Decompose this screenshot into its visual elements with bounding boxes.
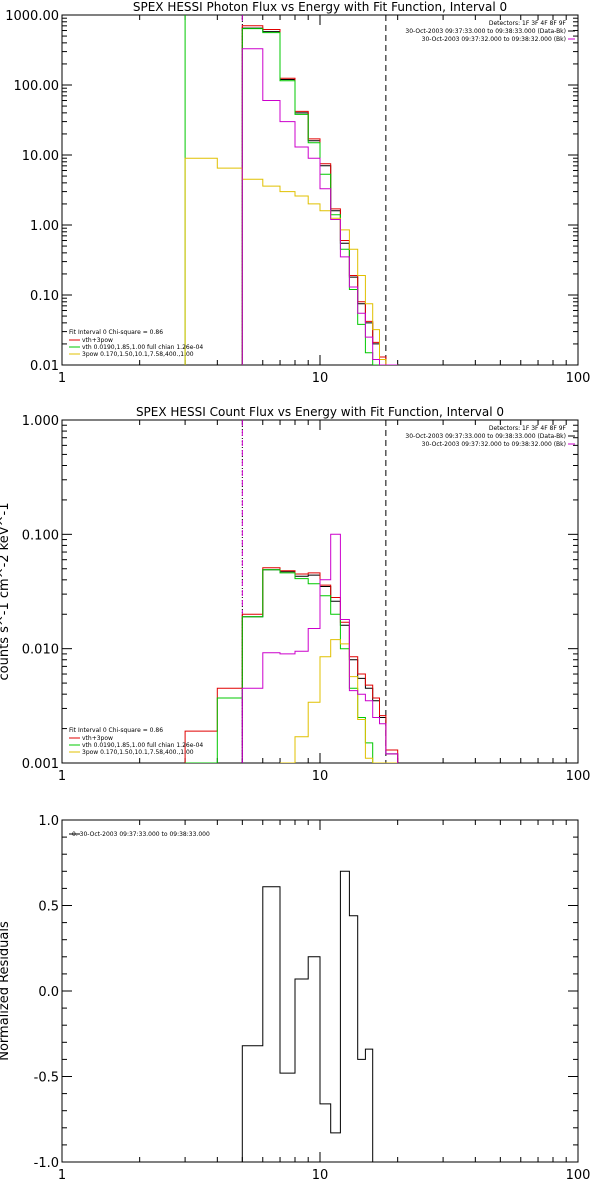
x-tick-label: 1 <box>58 371 66 386</box>
y-tick-label: 0.001 <box>22 757 59 772</box>
x-tick-label: 10 <box>312 1168 329 1183</box>
x-tick-label: 100 <box>566 769 591 784</box>
legend-label: vth 0.0190,1.85,1.00 full chian 1.26e-04 <box>82 344 203 351</box>
y-tick-label: 0.0 <box>38 985 59 1000</box>
y-tick-label: 1.00 <box>30 219 59 234</box>
series-vth-step <box>185 569 398 763</box>
series-data-step <box>241 27 398 365</box>
series-vth-3pow-step <box>184 567 399 763</box>
x-tick-label: 1 <box>58 769 66 784</box>
info-line: Detectors: 1F 3F 4F 8F 9F <box>489 20 567 27</box>
legend-label: 3pow 0.170,1.50,10.1,7.58,400.,1.00 <box>82 749 194 756</box>
series-0-30-oct-2003-09-37-33-000-to-09-38-33-000-step <box>241 870 374 1162</box>
chart-panel-1: SPEX HESSI Photon Flux vs Energy with Fi… <box>5 0 590 386</box>
y-tick-label: -1.0 <box>34 1156 59 1171</box>
legend-title: Fit Interval 0 Chi-square = 0.86 <box>69 329 163 336</box>
info-line: Detectors: 1F 3F 4F 8F 9F <box>489 425 567 432</box>
plot-frame <box>61 14 579 366</box>
x-tick-label: 10 <box>312 371 329 386</box>
legend-label: vth+3pow <box>82 337 113 344</box>
chart-panel-2: SPEX HESSI Count Flux vs Energy with Fit… <box>0 405 590 784</box>
legend-label: 0. 30-Oct-2003 09:37:33.000 to 09:38:33.… <box>72 831 210 838</box>
info-line: 30-Oct-2003 09:37:32.000 to 09:38:32.000… <box>422 441 566 448</box>
y-axis-label: Normalized Residuals <box>0 921 12 1061</box>
x-tick-label: 10 <box>312 769 329 784</box>
y-tick-label: 100.00 <box>14 79 60 94</box>
y-tick-label: 0.010 <box>22 643 59 658</box>
info-line: 30-Oct-2003 09:37:33.000 to 09:38:33.000… <box>405 433 566 440</box>
y-tick-label: 1000.00 <box>5 9 59 24</box>
plot-data-area <box>184 420 399 763</box>
x-tick-label: 100 <box>566 371 591 386</box>
y-tick-label: 1.000 <box>22 414 59 429</box>
legend-label: vth 0.0190,1.85,1.00 full chian 1.26e-04 <box>82 742 203 749</box>
legend-label: vth+3pow <box>82 735 113 742</box>
chart-title: SPEX HESSI Photon Flux vs Energy with Fi… <box>133 0 507 14</box>
info-line: 30-Oct-2003 09:37:33.000 to 09:38:33.000… <box>405 28 566 35</box>
legend-label: 3pow 0.170,1.50,10.1,7.58,400.,1.00 <box>82 351 194 358</box>
y-tick-label: 0.01 <box>30 359 59 374</box>
series-3pow-step <box>280 639 398 763</box>
y-tick-label: 10.00 <box>22 149 59 164</box>
plot-data-area <box>184 15 398 365</box>
series-bk-step <box>241 48 398 365</box>
legend-title: Fit Interval 0 Chi-square = 0.86 <box>69 727 163 734</box>
y-tick-label: 0.5 <box>38 900 59 915</box>
chart-panel-3: 1 10 100 -1.0 -0.5 0.0 0.5 1.0 Normalized Residu… <box>0 814 590 1183</box>
y-tick-label: -0.5 <box>34 1071 59 1086</box>
info-line: 30-Oct-2003 09:37:32.000 to 09:38:32.000… <box>422 36 566 43</box>
series-bk-step <box>241 533 399 763</box>
y-tick-label: 1.0 <box>38 814 59 829</box>
plot-data-area <box>241 870 374 1162</box>
y-tick-label: 0.10 <box>30 289 59 304</box>
series-vth-step <box>241 28 398 365</box>
series-vth-3pow-step <box>241 25 398 365</box>
chart-title: SPEX HESSI Count Flux vs Energy with Fit… <box>136 405 504 419</box>
x-tick-label: 1 <box>58 1168 66 1183</box>
y-axis-label: counts s^-1 cm^-2 keV^-1 <box>0 503 12 681</box>
y-tick-label: 0.100 <box>22 528 59 543</box>
x-tick-label: 100 <box>566 1168 591 1183</box>
